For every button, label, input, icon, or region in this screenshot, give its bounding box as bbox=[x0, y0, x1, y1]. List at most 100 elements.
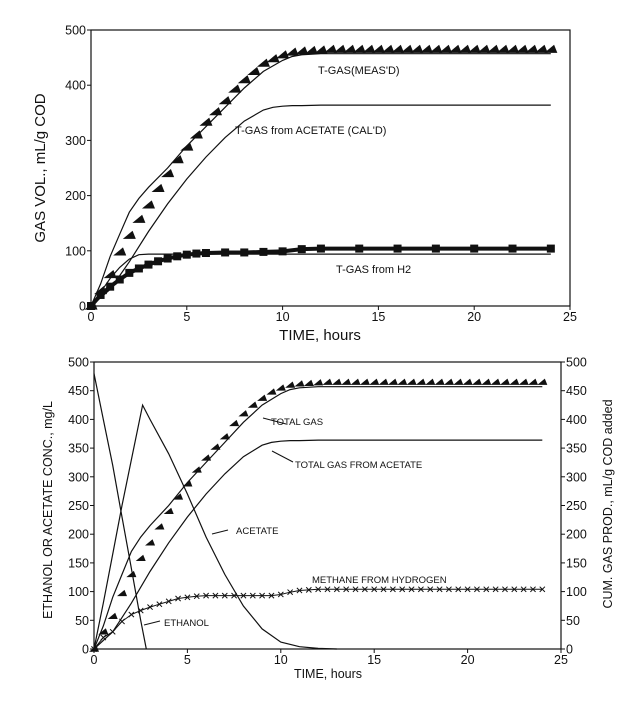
y-tick-label: 350 bbox=[68, 442, 89, 456]
data-point-triangle bbox=[145, 539, 156, 546]
data-point-triangle bbox=[537, 378, 548, 385]
data-point-triangle bbox=[378, 378, 389, 385]
series-line bbox=[90, 104, 551, 307]
data-point-triangle bbox=[415, 378, 426, 385]
data-point-square bbox=[106, 282, 115, 291]
data-point-square bbox=[221, 248, 230, 257]
right-y-tick-label: 0 bbox=[566, 643, 573, 657]
data-point-cross bbox=[193, 593, 200, 600]
series-ethanol bbox=[93, 373, 147, 650]
data-point-cross bbox=[371, 586, 378, 593]
data-point-triangle bbox=[419, 44, 433, 53]
data-point-cross bbox=[287, 589, 294, 596]
y-tick-label: 450 bbox=[68, 384, 89, 398]
x-tick-label: 25 bbox=[563, 310, 577, 324]
data-point-cross bbox=[296, 587, 303, 594]
data-point-square bbox=[201, 249, 210, 258]
data-point-cross bbox=[511, 586, 518, 593]
bottom-y-ticks: 0 50 100 150 200 250 300 350 400 450 500 bbox=[68, 356, 94, 657]
data-point-triangle bbox=[173, 493, 184, 500]
y-tick-label: 100 bbox=[68, 585, 89, 599]
data-point-cross bbox=[128, 611, 135, 618]
data-point-triangle bbox=[266, 54, 280, 63]
data-point-cross bbox=[324, 586, 331, 593]
series-line bbox=[93, 439, 543, 650]
data-point-cross bbox=[137, 607, 144, 614]
data-point-triangle bbox=[295, 46, 309, 55]
data-point-triangle bbox=[369, 378, 380, 385]
data-point-triangle bbox=[490, 378, 501, 385]
data-point-cross bbox=[333, 586, 340, 593]
leader-ethanol bbox=[143, 620, 161, 626]
data-point-square bbox=[297, 245, 306, 254]
data-point-square bbox=[125, 268, 134, 277]
x-tick-label: 0 bbox=[88, 310, 95, 324]
top-y-ticks: 0 100 200 300 400 500 bbox=[65, 24, 91, 314]
data-point-cross bbox=[277, 591, 284, 598]
data-point-cross bbox=[502, 586, 508, 593]
y-tick-label: 400 bbox=[68, 413, 89, 427]
data-point-triangle bbox=[453, 378, 464, 385]
data-point-square bbox=[134, 264, 143, 273]
top-plot-frame bbox=[90, 29, 571, 307]
data-point-triangle bbox=[506, 44, 520, 53]
data-point-triangle bbox=[527, 378, 538, 385]
y-tick-label: 150 bbox=[68, 556, 89, 570]
data-point-triangle bbox=[496, 44, 510, 53]
data-point-triangle bbox=[467, 44, 481, 53]
data-point-triangle bbox=[238, 410, 249, 417]
right-y-tick-label: 400 bbox=[566, 413, 587, 427]
data-point-triangle bbox=[154, 523, 165, 530]
y-tick-label: 300 bbox=[65, 134, 86, 148]
series-line bbox=[93, 373, 147, 650]
series-t-gas-cal-d bbox=[90, 53, 551, 307]
data-point-square bbox=[87, 302, 95, 310]
annotation-ethanol: ETHANOL bbox=[164, 618, 209, 629]
bottom-x-axis-label: TIME, hours bbox=[294, 667, 362, 681]
series-line bbox=[90, 53, 551, 307]
data-point-cross bbox=[221, 592, 228, 599]
data-point-square bbox=[240, 248, 249, 257]
data-point-triangle bbox=[247, 66, 261, 75]
data-point-cross bbox=[175, 595, 182, 602]
x-tick-label: 5 bbox=[184, 653, 191, 667]
right-y-tick-label: 150 bbox=[566, 556, 587, 570]
data-point-triangle bbox=[276, 50, 290, 59]
data-point-cross bbox=[100, 634, 107, 641]
top-y-axis-label: GAS VOL., mL/g COD bbox=[32, 93, 49, 242]
series-t-gas-from-h2 bbox=[90, 253, 551, 307]
data-point-triangle bbox=[163, 507, 174, 514]
right-y-tick-label: 50 bbox=[566, 614, 580, 628]
data-point-cross bbox=[455, 586, 462, 593]
data-point-triangle bbox=[201, 454, 212, 461]
data-point-cross bbox=[417, 586, 424, 593]
data-point-triangle bbox=[499, 378, 510, 385]
data-point-triangle bbox=[359, 378, 370, 385]
data-point-square bbox=[355, 244, 364, 253]
data-point-cross bbox=[436, 586, 443, 593]
data-point-triangle bbox=[544, 44, 558, 53]
x-tick-label: 20 bbox=[467, 310, 481, 324]
right-y-tick-label: 300 bbox=[566, 470, 587, 484]
y-tick-label: 500 bbox=[65, 24, 86, 38]
data-point-triangle bbox=[107, 612, 118, 620]
data-point-square bbox=[115, 275, 124, 284]
data-point-cross bbox=[389, 586, 396, 593]
data-point-triangle bbox=[525, 44, 539, 53]
data-point-cross bbox=[147, 604, 153, 611]
data-point-triangle bbox=[509, 378, 520, 385]
data-point-triangle bbox=[471, 378, 482, 385]
data-point-triangle bbox=[443, 378, 454, 385]
data-point-triangle bbox=[515, 44, 529, 53]
data-point-triangle bbox=[400, 44, 414, 53]
leader-total-gas bbox=[262, 417, 287, 425]
annotation-methane-h2: METHANE FROM HYDROGEN bbox=[312, 575, 447, 586]
y-tick-label: 200 bbox=[68, 528, 89, 542]
bottom-x-ticks: 0 5 10 15 20 25 bbox=[91, 649, 568, 667]
data-point-square bbox=[431, 244, 440, 253]
y-tick-label: 400 bbox=[65, 79, 86, 93]
x-tick-label: 15 bbox=[371, 310, 385, 324]
data-point-triangle bbox=[352, 44, 366, 53]
data-point-triangle bbox=[343, 44, 357, 53]
data-point-triangle bbox=[191, 466, 202, 473]
